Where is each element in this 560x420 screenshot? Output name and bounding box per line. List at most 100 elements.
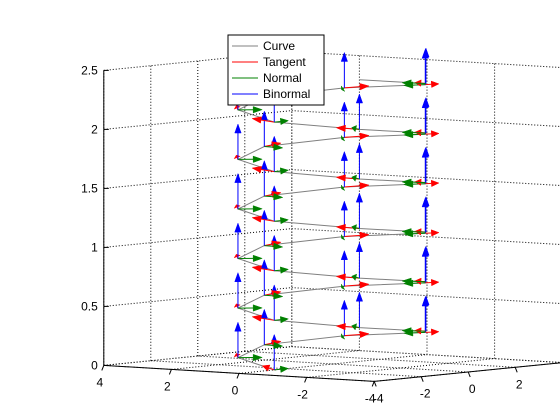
binormal-arrow-head (340, 249, 348, 260)
tangent-arrow-head (335, 174, 346, 182)
side-wall-grid-line (291, 51, 560, 68)
normal-arrow-head (279, 266, 290, 274)
binormal-arrow-head (234, 271, 242, 282)
normal-arrow-head (341, 283, 346, 291)
legend[interactable]: Curve Tangent Normal Binormal (227, 34, 325, 106)
normal-arrow-shaft (264, 195, 274, 198)
binormal-arrow-head (340, 101, 348, 112)
x-tick-mark (236, 373, 240, 379)
binormal-arrow-head (422, 245, 430, 256)
normal-arrow-head (401, 129, 412, 137)
binormal-arrow-head (355, 241, 363, 252)
normal-arrow-shaft (355, 128, 360, 130)
normal-arrow-head (341, 332, 346, 340)
normal-arrow-shaft (264, 245, 274, 247)
floor-grid-line (244, 350, 516, 368)
side-wall-grid-line (291, 346, 560, 363)
tangent-arrow-shaft (260, 218, 275, 222)
normal-arrow-head (341, 85, 346, 93)
side-wall-grid-line (291, 169, 560, 186)
normal-arrow-head (401, 277, 412, 285)
normal-arrow-head (341, 233, 346, 241)
normal-arrow-shaft (264, 294, 274, 297)
tangent-arrow-head (359, 132, 370, 140)
normal-arrow-head (252, 155, 263, 163)
z-tick-label: 0 (91, 358, 98, 372)
tangent-arrow-shaft (260, 268, 275, 272)
normal-arrow-shaft (342, 136, 345, 139)
binormal-arrow-head (422, 47, 430, 58)
normal-arrow-shaft (274, 220, 281, 222)
binormal-arrow-head (355, 192, 363, 203)
tangent-arrow-shaft (344, 284, 361, 287)
normal-arrow-shaft (342, 186, 345, 189)
legend-label-binormal: Binormal (263, 87, 310, 101)
x-tick-mark (101, 365, 105, 371)
legend-label-tangent: Tangent (263, 55, 306, 69)
tangent-arrow-head (430, 80, 440, 88)
axes-box (101, 69, 560, 387)
tangent-arrow-head (359, 182, 370, 190)
normal-arrow-shaft (274, 319, 281, 321)
normal-arrow-head (273, 242, 284, 250)
tangent-arrow-head (359, 330, 370, 339)
side-wall-grid-line (291, 287, 560, 304)
normal-arrow-head (279, 365, 290, 373)
binormal-arrow-head (355, 93, 363, 104)
tangent-arrow-shaft (344, 185, 361, 188)
normal-arrow-head (273, 193, 284, 201)
normal-arrow-head (273, 143, 284, 151)
tangent-arrow-shaft (268, 367, 275, 371)
z-tick-label: 1 (91, 240, 98, 254)
normal-arrow-shaft (264, 146, 274, 148)
tangent-arrow-head (430, 229, 440, 237)
normal-arrow-head (252, 106, 263, 114)
tangent-arrow-shaft (344, 234, 361, 238)
y-tick-mark (467, 371, 471, 378)
normal-arrow-shaft (274, 120, 281, 123)
tangent-arrow-shaft (344, 86, 361, 89)
y-tick-label: 0 (469, 382, 476, 396)
y-tick-mark (514, 367, 518, 373)
normal-arrow-shaft (342, 87, 345, 90)
normal-arrow-head (401, 228, 412, 236)
tangent-arrow-head (359, 231, 370, 239)
z-tick-label: 1.5 (81, 181, 98, 195)
x-tick-mark (168, 369, 172, 375)
normal-arrow-head (401, 327, 412, 335)
normal-arrow-head (273, 292, 284, 300)
z-tick-label: 2 (91, 122, 98, 136)
binormal-arrow-head (234, 172, 242, 183)
y-tick-label: -2 (420, 387, 431, 401)
normal-arrow-shaft (264, 344, 274, 346)
tangent-arrow-shaft (344, 333, 361, 337)
legend-entry-binormal: Binormal (232, 87, 310, 101)
normal-arrow-shaft (355, 177, 360, 180)
binormal-arrow-head (340, 150, 348, 161)
normal-arrow-head (279, 167, 290, 175)
binormal-arrow-head (234, 123, 242, 134)
x-tick-label: -2 (297, 387, 308, 401)
binormal-arrow-head (422, 146, 430, 157)
x-tick-label: 4 (96, 375, 103, 389)
normal-arrow-shaft (342, 236, 345, 238)
binormal-arrow-head (355, 142, 363, 153)
binormal-arrow-head (422, 295, 430, 306)
tangent-arrow-head (430, 278, 440, 287)
normal-arrow-shaft (342, 335, 345, 337)
tangent-arrow-head (430, 328, 440, 336)
legend-entry-tangent: Tangent (232, 55, 306, 69)
tangent-arrow-head (335, 323, 346, 331)
tangent-arrow-head (335, 273, 346, 281)
normal-arrow-head (351, 224, 357, 232)
x-tick-label: 2 (164, 379, 171, 393)
normal-arrow-head (401, 79, 412, 87)
tangent-arrow-head (251, 166, 262, 174)
binormal-arrow-head (422, 195, 430, 206)
plot-data-layer (233, 47, 440, 373)
binormal-arrow-head (340, 200, 348, 211)
normal-arrow-shaft (274, 269, 281, 272)
normal-arrow-head (252, 254, 263, 262)
tangent-arrow-shaft (260, 317, 275, 321)
